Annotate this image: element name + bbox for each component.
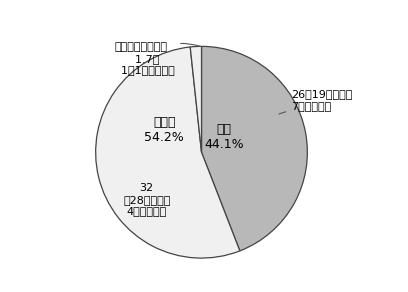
Wedge shape [202, 46, 307, 251]
Wedge shape [95, 47, 240, 258]
Text: 26（19都府県・
7指定都市）: 26（19都府県・ 7指定都市） [279, 89, 353, 114]
Text: 32
（28道府県・
4指定都市）: 32 （28道府県・ 4指定都市） [123, 183, 171, 216]
Wedge shape [190, 46, 202, 152]
Text: いいえ
54.2%: いいえ 54.2% [144, 116, 184, 144]
Text: はい
44.1%: はい 44.1% [204, 123, 244, 151]
Text: その他（未記入）
      1.7％
  1（1指定都市）: その他（未記入） 1.7％ 1（1指定都市） [114, 42, 202, 75]
